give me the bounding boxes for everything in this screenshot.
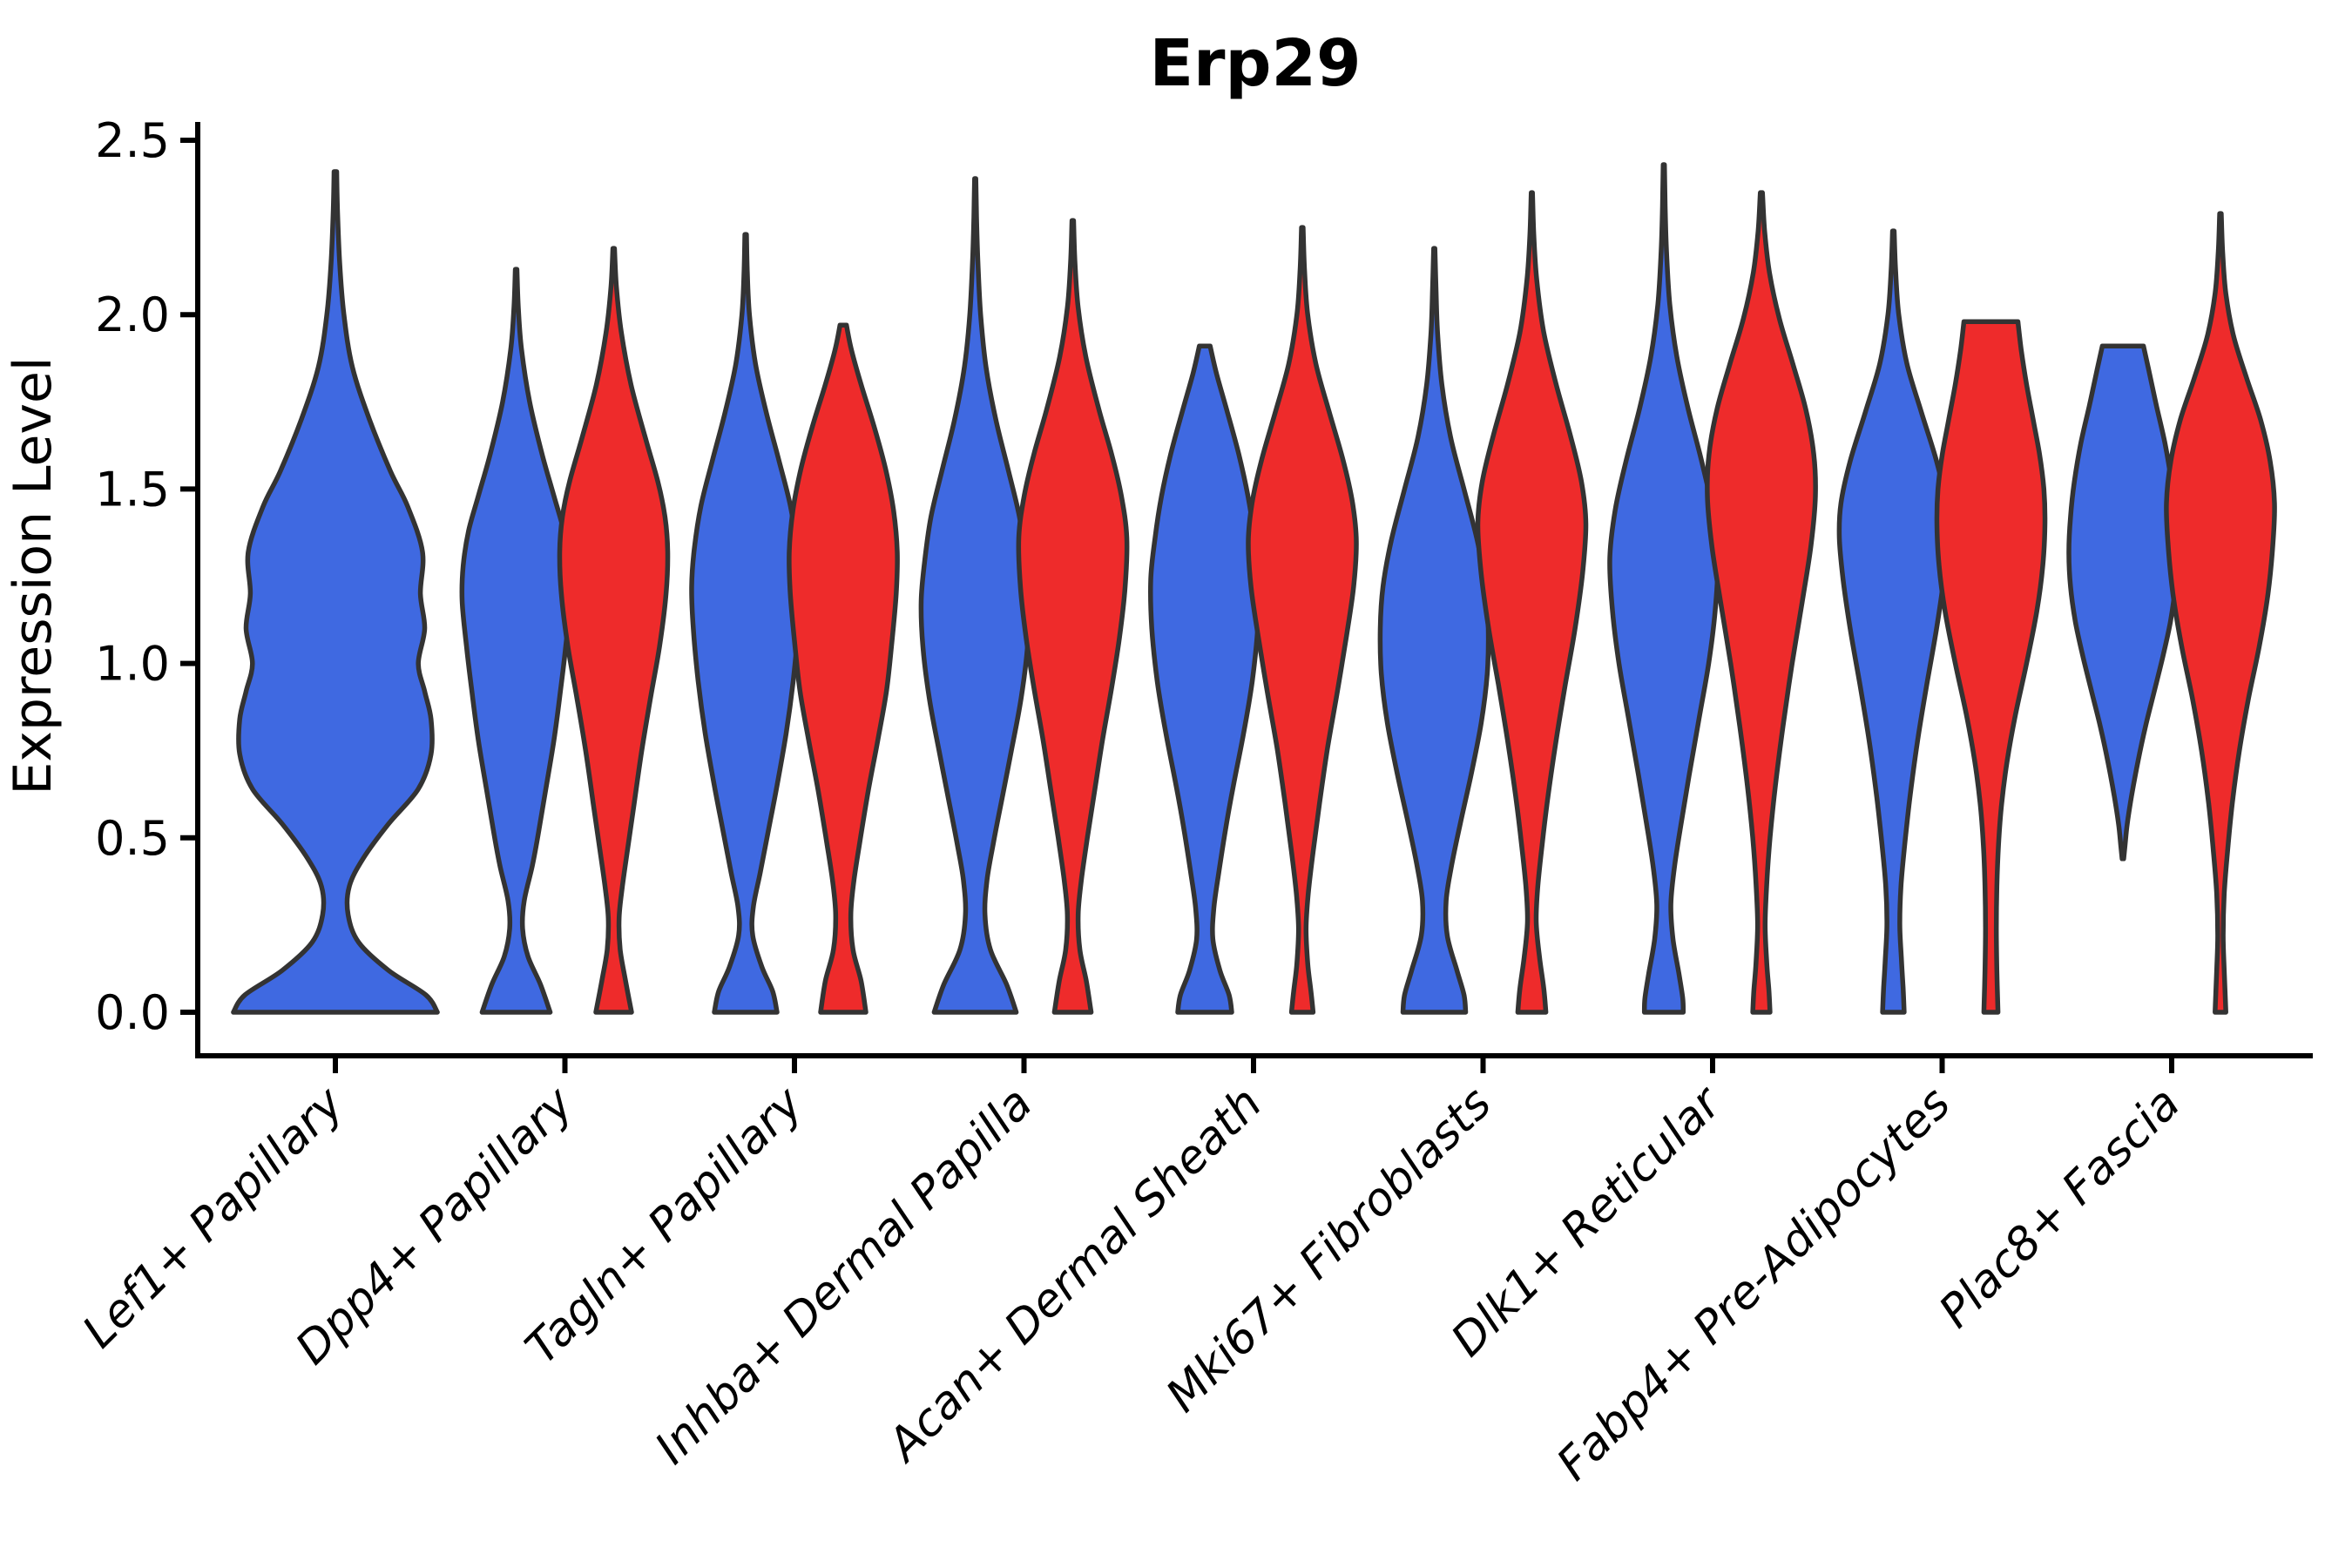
y-axis-label: Expression Level — [3, 356, 64, 794]
violins-layer — [231, 162, 2277, 1015]
axes: 0.0 0.5 1.0 1.5 2.0 2.5 — [95, 113, 2313, 1073]
violin-fabp4-pre-adipocytes-blue — [1836, 228, 1950, 1015]
x-tick-label-inhba-dermal-papilla: Inhba+ Dermal Papilla — [645, 1078, 1043, 1475]
violin-inhba-dermal-papilla-blue — [918, 176, 1032, 1015]
violin-dlk1-reticular-red — [1705, 190, 1818, 1015]
violin-dlk1-reticular-blue — [1607, 162, 1720, 1015]
x-tick-label-plac8-fascia: Plac8+ Fascia — [1930, 1078, 2190, 1338]
violin-inhba-dermal-papilla-red — [1016, 218, 1130, 1015]
violin-plac8-fascia-blue — [2066, 343, 2180, 862]
violin-tagln-papillary-red — [787, 322, 900, 1015]
violin-dpp4-papillary-blue — [459, 267, 573, 1015]
violin-acan-dermal-sheath-red — [1246, 225, 1359, 1015]
violin-tagln-papillary-blue — [689, 232, 802, 1015]
violin-fabp4-pre-adipocytes-red — [1934, 319, 2048, 1015]
violin-mki67-fibroblasts-blue — [1377, 246, 1491, 1015]
y-tick-label-1.5: 1.5 — [95, 462, 170, 517]
x-tick-label-acan-dermal-sheath: Acan+ Dermal Sheath — [876, 1078, 1272, 1473]
violin-lef1-papillary-blue — [231, 169, 440, 1015]
violin-acan-dermal-sheath-blue — [1148, 343, 1261, 1015]
y-tick-label-0.5: 0.5 — [95, 811, 170, 866]
y-tick-label-1.0: 1.0 — [95, 637, 170, 692]
y-tick-label-2.0: 2.0 — [95, 287, 170, 342]
x-tick-label-fabp4-pre-adipocytes: Fabp4+ Pre-Adipocytes — [1547, 1078, 1961, 1491]
y-tick-label-0.0: 0.0 — [95, 985, 170, 1040]
violin-mki67-fibroblasts-red — [1475, 190, 1589, 1015]
plot-title: Erp29 — [1150, 26, 1362, 101]
axis-spines — [195, 122, 2313, 1058]
violin-dpp4-papillary-red — [557, 246, 671, 1015]
violin-plac8-fascia-red — [2164, 211, 2277, 1015]
y-tick-label-2.5: 2.5 — [95, 113, 170, 168]
